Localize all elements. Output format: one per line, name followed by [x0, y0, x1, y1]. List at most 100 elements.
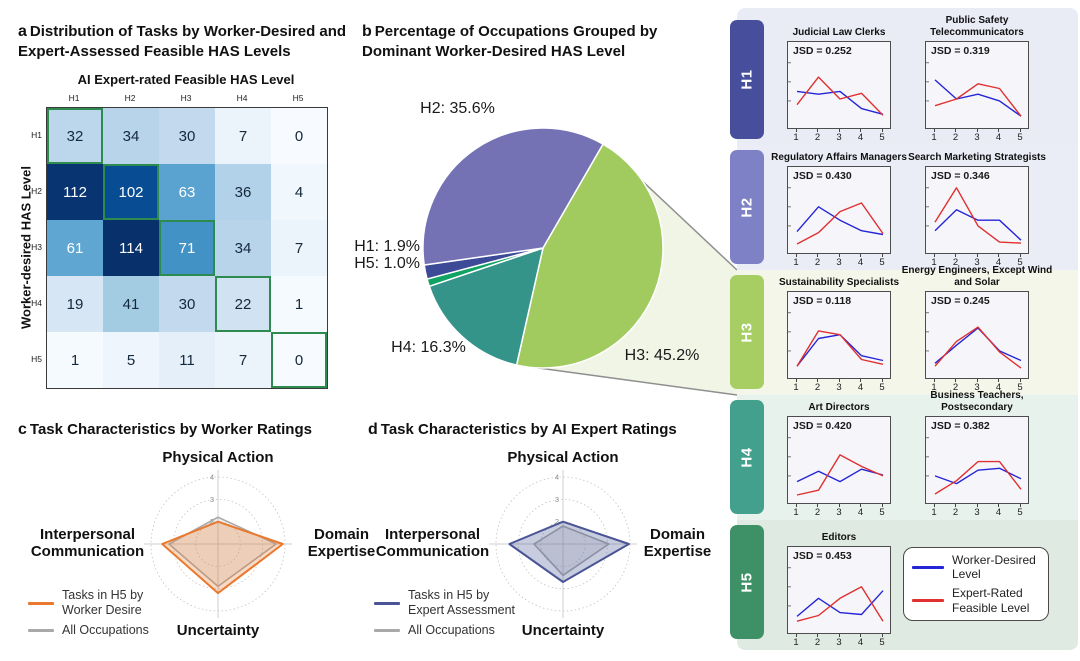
legend-label: Tasks in H5 by Worker Desire: [62, 588, 144, 618]
x-tick-label: 4: [857, 507, 864, 518]
heatmap-x-tick: H3: [180, 93, 192, 103]
mini-chart-title: Editors: [821, 532, 857, 544]
x-tick-mark: [817, 129, 818, 132]
heatmap-x-axis-title: AI Expert-rated Feasible HAS Level: [77, 72, 295, 87]
x-tick-label: 1: [931, 507, 937, 518]
pie-label-h3: H3: 45.2%: [624, 347, 700, 364]
heatmap-x-tick: H1: [68, 93, 80, 103]
expert_rated-line: [796, 586, 884, 622]
mini-chart-plot: [788, 312, 884, 367]
panel-a-title: a Distribution of Tasks by Worker-Desired…: [18, 22, 352, 62]
heatmap-x-tick: H4: [236, 93, 248, 103]
panel-d-title: d Task Characteristics by AI Expert Ratin…: [368, 420, 708, 440]
gray-line-swatch: [28, 628, 54, 632]
expert_rated-line: [934, 460, 1022, 495]
mini-chart-title: Regulatory Affairs Managers: [771, 152, 907, 164]
x-tick-mark: [881, 634, 883, 637]
mini-chart-title: Energy Engineers, Except Wind and Solar: [901, 265, 1053, 289]
mini-chart-plot: [926, 437, 1022, 495]
x-tick-label: 4: [857, 257, 864, 268]
x-tick-mark: [1019, 504, 1021, 507]
legend-label: Worker-Desired Level: [952, 552, 1036, 582]
x-tick-mark: [838, 129, 840, 132]
radar-series-polygon: [161, 520, 284, 595]
panel-b-letter: b: [362, 23, 372, 40]
x-tick-mark: [933, 379, 935, 382]
tab-label: H4: [738, 446, 756, 468]
radar-r-tick-label: 4: [555, 473, 559, 482]
x-tick-mark: [838, 504, 840, 507]
heatmap-y-tick: H2: [31, 186, 42, 196]
legend-item-all-occupations: All Occupations: [28, 623, 174, 638]
x-tick-mark: [976, 254, 978, 257]
heatmap-x-tick: H2: [124, 93, 136, 103]
worker_desired-line: [796, 468, 884, 483]
x-tick-mark: [1019, 129, 1021, 132]
mini-chart-h1-1: JSD = 0.319: [925, 41, 1029, 129]
x-tick-mark: [933, 504, 935, 507]
x-tick-mark: [817, 254, 818, 257]
legend-label: All Occupations: [62, 622, 149, 637]
heatmap-cell: 7: [271, 220, 327, 276]
radar-r-tick-label: 2: [210, 517, 214, 526]
worker_desired-line: [934, 467, 1022, 485]
x-tick-label: 1: [931, 257, 937, 268]
mini-chart-h5-0: JSD = 0.453: [787, 546, 891, 634]
mini-chart-plot: [788, 187, 884, 245]
heatmap-cell: 4: [271, 164, 327, 220]
tab-h1: H1: [730, 20, 764, 139]
mini-chart-h1-0: JSD = 0.252: [787, 41, 891, 129]
x-tick-label: 3: [836, 637, 842, 648]
x-tick-mark: [1019, 379, 1021, 382]
heatmap-cell: 114: [103, 220, 159, 276]
x-tick-label: 3: [836, 382, 842, 393]
legend-item-h5-expert-assessment: Tasks in H5 by Expert Assessment: [374, 588, 520, 619]
x-tick-label: 5: [879, 507, 885, 518]
x-tick-label: 3: [974, 257, 980, 268]
x-tick-mark: [955, 254, 956, 257]
legend-item-expert-rated: Expert-Rated Feasible Level: [912, 586, 1040, 615]
heatmap-y-tick: H4: [31, 298, 42, 308]
x-tick-mark: [933, 254, 935, 257]
expert_rated-line: [796, 76, 884, 116]
pie-label-h4: H4: 16.3%: [391, 339, 466, 356]
x-tick-label: 2: [814, 257, 821, 268]
x-tick-label: 4: [995, 257, 1002, 268]
x-tick-mark: [998, 254, 999, 257]
panel-d-title-text: Task Characteristics by AI Expert Rating…: [380, 421, 677, 438]
x-tick-label: 5: [1017, 382, 1023, 393]
orange-line-swatch: [28, 601, 54, 605]
heatmap-cell: 19: [47, 276, 103, 332]
pie-chart: [422, 127, 738, 396]
mini-chart-title: Public Safety Telecommunicators: [930, 15, 1024, 39]
x-tick-mark: [838, 379, 840, 382]
x-tick-label: 3: [836, 507, 842, 518]
x-tick-label: 4: [995, 132, 1002, 143]
x-tick-label: 2: [952, 257, 959, 268]
panel-c-letter: c: [18, 421, 27, 438]
worker_desired-line: [934, 209, 1022, 241]
x-tick-label: 5: [879, 637, 885, 648]
tab-h2: H2: [730, 150, 764, 264]
x-tick-label: 1: [931, 132, 937, 143]
x-tick-mark: [838, 634, 840, 637]
mini-chart-h3-1: JSD = 0.245: [925, 291, 1029, 379]
heatmap-cell: 36: [215, 164, 271, 220]
x-tick-mark: [795, 634, 797, 637]
x-tick-mark: [976, 504, 978, 507]
jsd-value: JSD = 0.453: [793, 550, 852, 562]
mini-chart-h4-0: JSD = 0.420: [787, 416, 891, 504]
x-tick-mark: [998, 379, 999, 382]
x-tick-label: 5: [879, 382, 885, 393]
x-tick-label: 2: [952, 507, 959, 518]
red-line-swatch: [912, 598, 944, 603]
heatmap-y-tick: H5: [31, 354, 42, 364]
profiles-legend: Worker-Desired Level Expert-Rated Feasib…: [903, 547, 1049, 621]
radar-r-tick-label: 4: [210, 473, 214, 482]
x-tick-mark: [998, 129, 999, 132]
x-tick-label: 3: [974, 382, 980, 393]
x-tick-mark: [860, 634, 861, 637]
mini-chart-plot: [926, 62, 1022, 117]
panel-b-title: b Percentage of Occupations Grouped by Do…: [362, 22, 692, 62]
panel-c-title: c Task Characteristics by Worker Ratings: [18, 420, 358, 440]
